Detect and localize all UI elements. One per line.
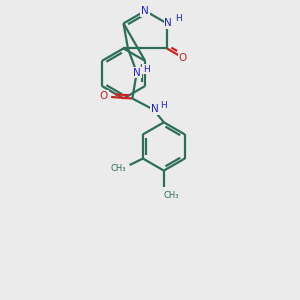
Text: H: H bbox=[175, 14, 182, 23]
Text: H: H bbox=[143, 64, 149, 74]
Text: N: N bbox=[141, 6, 149, 16]
Text: H: H bbox=[160, 101, 167, 110]
Text: N: N bbox=[134, 68, 141, 78]
Text: CH₃: CH₃ bbox=[164, 190, 179, 200]
Text: N: N bbox=[164, 18, 172, 28]
Text: O: O bbox=[179, 53, 187, 63]
Text: CH₃: CH₃ bbox=[111, 164, 126, 173]
Text: N: N bbox=[151, 104, 158, 114]
Text: O: O bbox=[100, 91, 108, 100]
